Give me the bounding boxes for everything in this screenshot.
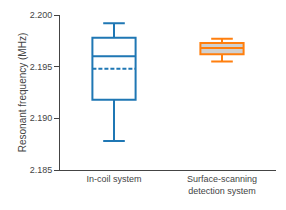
svg-text:2.185: 2.185 <box>30 165 53 175</box>
svg-text:2.190: 2.190 <box>30 113 53 123</box>
svg-text:2.200: 2.200 <box>30 10 53 20</box>
svg-text:In-coil system: In-coil system <box>86 174 141 184</box>
svg-text:Surface-scanningdetection syst: Surface-scanningdetection system <box>187 174 257 196</box>
svg-text:2.195: 2.195 <box>30 62 53 72</box>
svg-text:Resonant frequency (MHz): Resonant frequency (MHz) <box>17 33 28 153</box>
